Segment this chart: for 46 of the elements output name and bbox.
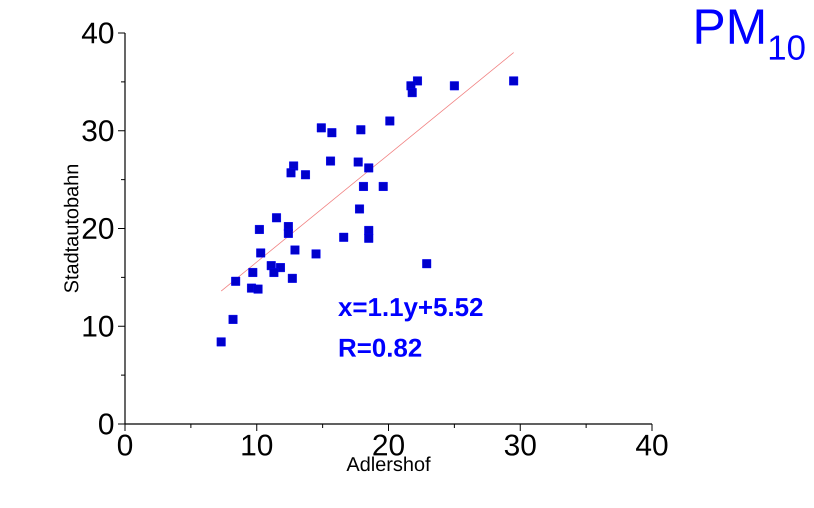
- point: [385, 116, 394, 126]
- point: [378, 182, 388, 191]
- point: [286, 168, 296, 178]
- point: [216, 337, 226, 346]
- x-tick-label: 10: [242, 434, 272, 456]
- point: [339, 232, 348, 242]
- y-tick-label: 30: [82, 120, 114, 142]
- point: [301, 170, 310, 180]
- y-tick-label: 20: [82, 218, 114, 240]
- point: [256, 248, 266, 258]
- point: [272, 213, 282, 222]
- point: [355, 204, 364, 214]
- point: [356, 125, 366, 134]
- point: [284, 228, 293, 238]
- point: [327, 128, 336, 138]
- x-tick-label: 0: [118, 434, 132, 456]
- point: [269, 268, 278, 277]
- point: [509, 76, 518, 86]
- x-tick-label: 40: [636, 434, 668, 456]
- point: [312, 249, 321, 258]
- x-axis-title: Adlershof: [346, 456, 431, 472]
- point: [231, 276, 240, 286]
- y-tick-label: 40: [82, 22, 114, 44]
- annotation: R=0.82: [340, 338, 422, 357]
- y-tick-label: 0: [99, 413, 114, 435]
- x-tick-label: 30: [504, 434, 536, 456]
- point: [228, 314, 238, 324]
- chart-title: PM$_{10}$: [696, 10, 805, 60]
- point: [288, 274, 297, 283]
- point: [422, 259, 432, 268]
- point: [354, 158, 363, 167]
- point: [248, 268, 258, 277]
- point: [254, 224, 264, 234]
- y-tick-label: 10: [84, 316, 114, 337]
- point: [290, 246, 300, 255]
- point: [408, 88, 417, 98]
- point: [450, 81, 459, 90]
- annotation: x=1.1y+5.52: [338, 298, 482, 322]
- y-axis-title: Stadtautobahn: [64, 165, 78, 292]
- point: [358, 182, 368, 191]
- point: [254, 284, 263, 294]
- point: [364, 163, 374, 172]
- point: [326, 156, 336, 166]
- point: [364, 234, 374, 243]
- x-tick-label: 20: [373, 434, 404, 456]
- point: [316, 123, 326, 132]
